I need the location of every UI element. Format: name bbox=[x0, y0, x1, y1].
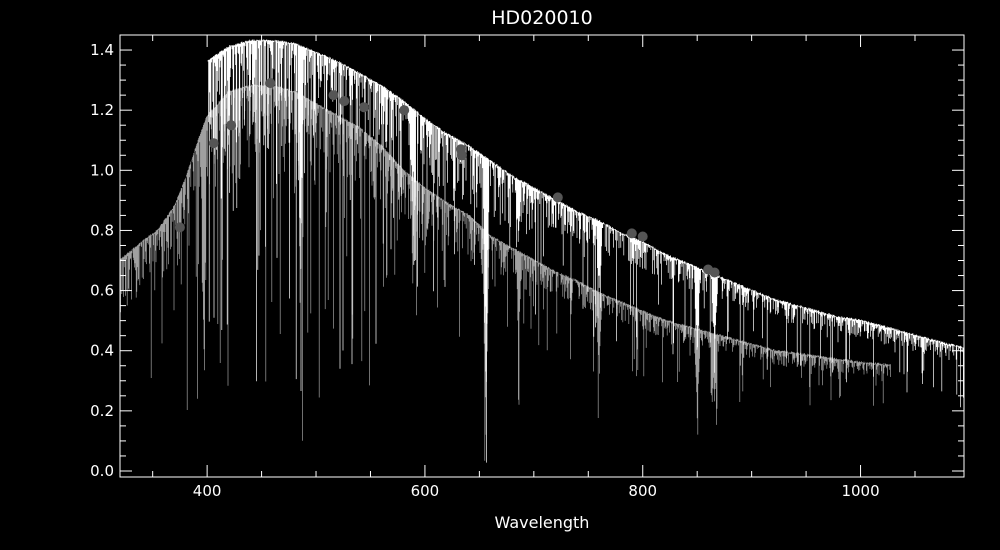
axes-layer: 400 600 800 1000 0.0 0.2 0.4 0.6 0.8 1.0 1.2 1.4 bbox=[90, 34, 965, 500]
photometry-point bbox=[358, 102, 369, 113]
y-tick-label: 0.2 bbox=[90, 402, 114, 420]
x-tick-label: 1000 bbox=[841, 482, 879, 500]
chart-title: HD020010 bbox=[491, 7, 592, 29]
photometry-point bbox=[174, 222, 185, 233]
photometry-point bbox=[709, 267, 720, 278]
x-tick-label: 600 bbox=[411, 482, 440, 500]
photometry-point bbox=[339, 96, 350, 107]
y-tick-label: 1.2 bbox=[90, 101, 114, 119]
x-tick-label: 400 bbox=[193, 482, 222, 500]
photometry-point bbox=[265, 78, 276, 89]
photometry-point bbox=[328, 90, 339, 101]
y-tick-label: 1.4 bbox=[90, 41, 114, 59]
photometry-point bbox=[457, 150, 467, 161]
y-tick-label: 0.4 bbox=[90, 342, 114, 360]
photometry-point bbox=[208, 138, 219, 149]
photometry-point bbox=[552, 192, 563, 203]
y-tick-label: 0.6 bbox=[90, 282, 114, 300]
photometry-point bbox=[226, 120, 237, 131]
photometry-point bbox=[637, 231, 648, 242]
plot-frame bbox=[119, 34, 965, 478]
x-axis-title: Wavelength bbox=[495, 513, 590, 532]
photometry-point bbox=[626, 228, 637, 239]
y-tick-label: 0.0 bbox=[90, 462, 114, 480]
x-tick-label: 800 bbox=[628, 482, 657, 500]
photometry-point bbox=[399, 105, 410, 116]
y-tick-label: 0.8 bbox=[90, 221, 114, 239]
series-layer bbox=[119, 39, 964, 463]
y-tick-label: 1.0 bbox=[90, 161, 114, 179]
